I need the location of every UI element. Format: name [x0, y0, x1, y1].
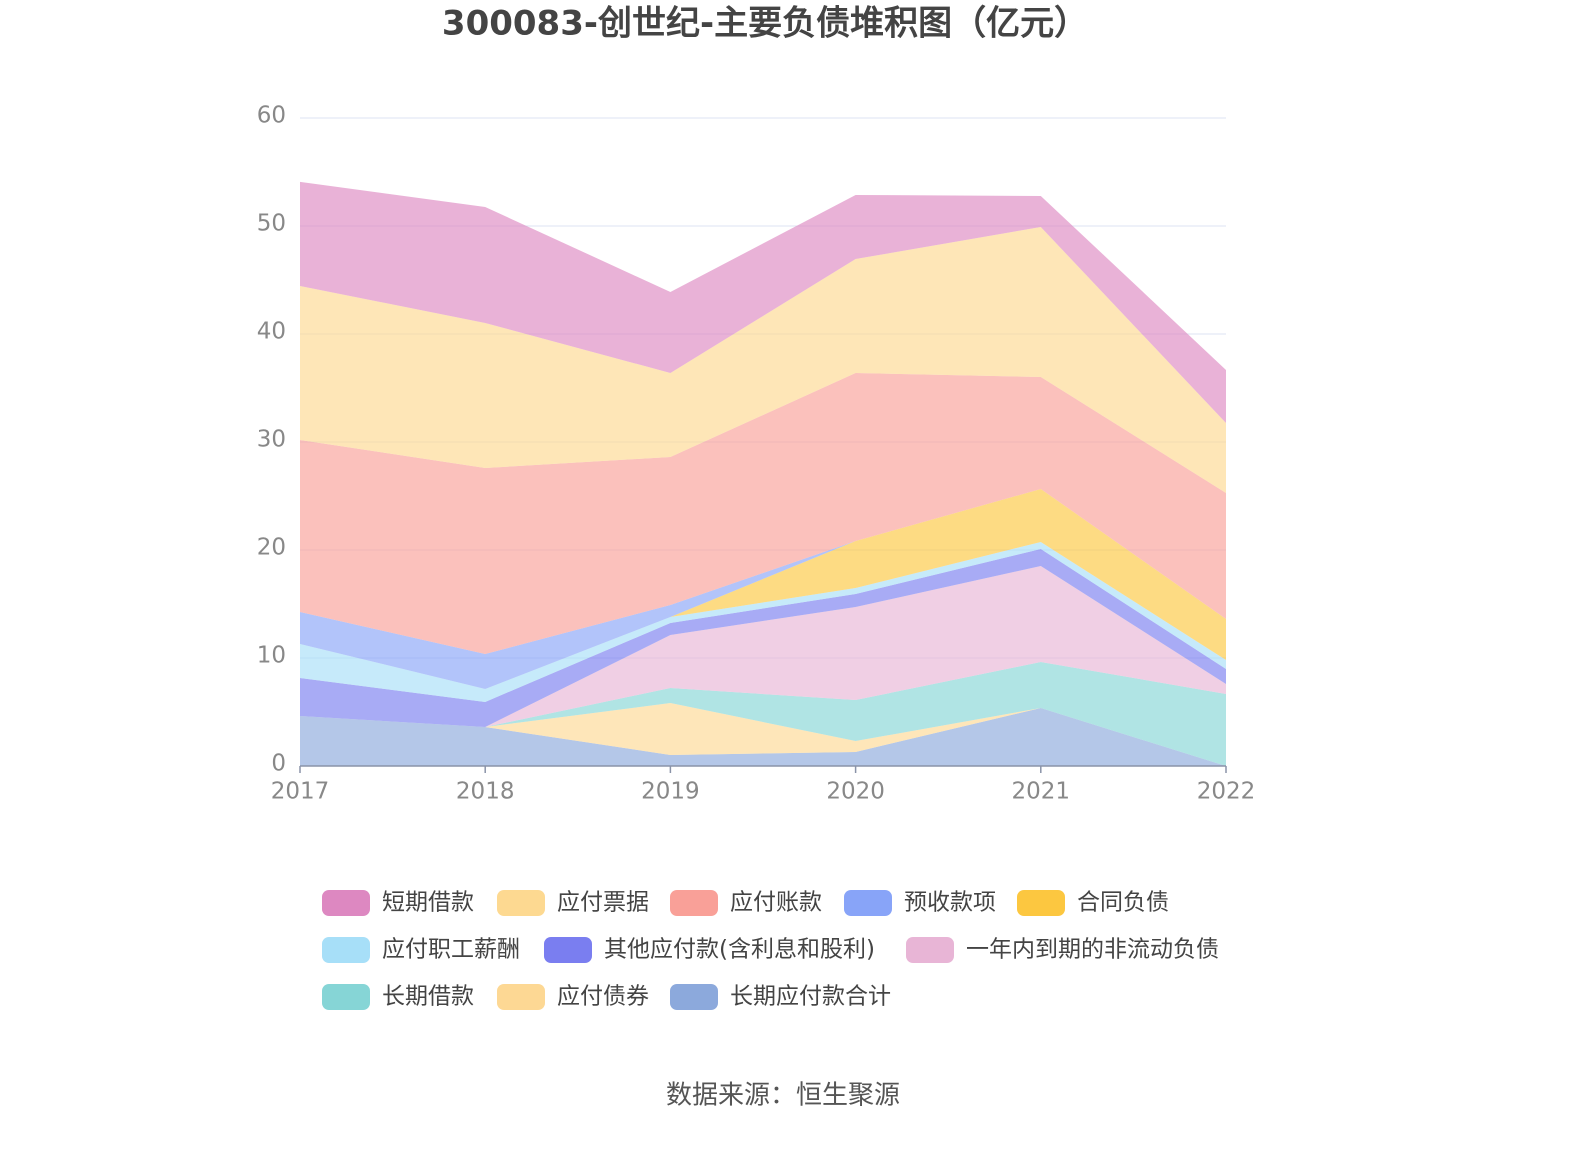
legend-swatch — [906, 937, 954, 963]
area — [300, 565, 1226, 728]
area — [300, 549, 1226, 728]
x-tick-label: 2021 — [1012, 779, 1071, 805]
y-tick-label: 20 — [257, 535, 286, 561]
legend-swatch — [670, 890, 718, 916]
x-tick-label: 2019 — [641, 779, 700, 805]
y-tick-label: 40 — [257, 319, 286, 345]
y-tick-label: 10 — [257, 643, 286, 669]
area — [300, 703, 1226, 766]
area — [300, 488, 1226, 689]
legend-label: 一年内到期的非流动负债 — [966, 937, 1219, 963]
y-tick-label: 50 — [257, 211, 286, 237]
legend-label: 长期借款 — [382, 984, 474, 1010]
y-tick-label: 60 — [257, 103, 286, 129]
legend-swatch — [544, 937, 592, 963]
legend-label: 合同负债 — [1077, 890, 1169, 916]
y-tick-label: 30 — [257, 427, 286, 453]
x-tick-label: 2020 — [826, 779, 885, 805]
source-note: 数据来源：恒生聚源 — [666, 1081, 900, 1111]
legend-swatch — [322, 890, 370, 916]
legend-label: 应付职工薪酬 — [382, 937, 520, 963]
y-tick-label: 0 — [271, 751, 286, 777]
area — [300, 661, 1226, 766]
area — [300, 708, 1226, 766]
legend-label: 预收款项 — [904, 890, 996, 916]
legend-swatch — [322, 937, 370, 963]
legend-swatch — [497, 890, 545, 916]
x-tick-label: 2022 — [1197, 779, 1256, 805]
area — [300, 372, 1226, 655]
legend-label: 长期应付款合计 — [730, 984, 891, 1010]
chart-title: 300083-创世纪-主要负债堆积图（亿元） — [442, 4, 1088, 44]
legend-label: 应付账款 — [730, 890, 822, 916]
legend-swatch — [1017, 890, 1065, 916]
legend-swatch — [322, 984, 370, 1010]
x-tick-label: 2018 — [456, 779, 515, 805]
legend-swatch — [497, 984, 545, 1010]
legend-label: 应付票据 — [557, 890, 649, 916]
legend-swatch — [844, 890, 892, 916]
area — [300, 542, 1226, 702]
legend-label: 短期借款 — [382, 890, 474, 916]
legend-label: 其他应付款(含利息和股利) — [604, 937, 875, 963]
legend-label: 应付债券 — [557, 984, 649, 1010]
x-tick-label: 2017 — [271, 779, 330, 805]
legend-swatch — [670, 984, 718, 1010]
area — [300, 181, 1226, 423]
area — [300, 226, 1226, 493]
